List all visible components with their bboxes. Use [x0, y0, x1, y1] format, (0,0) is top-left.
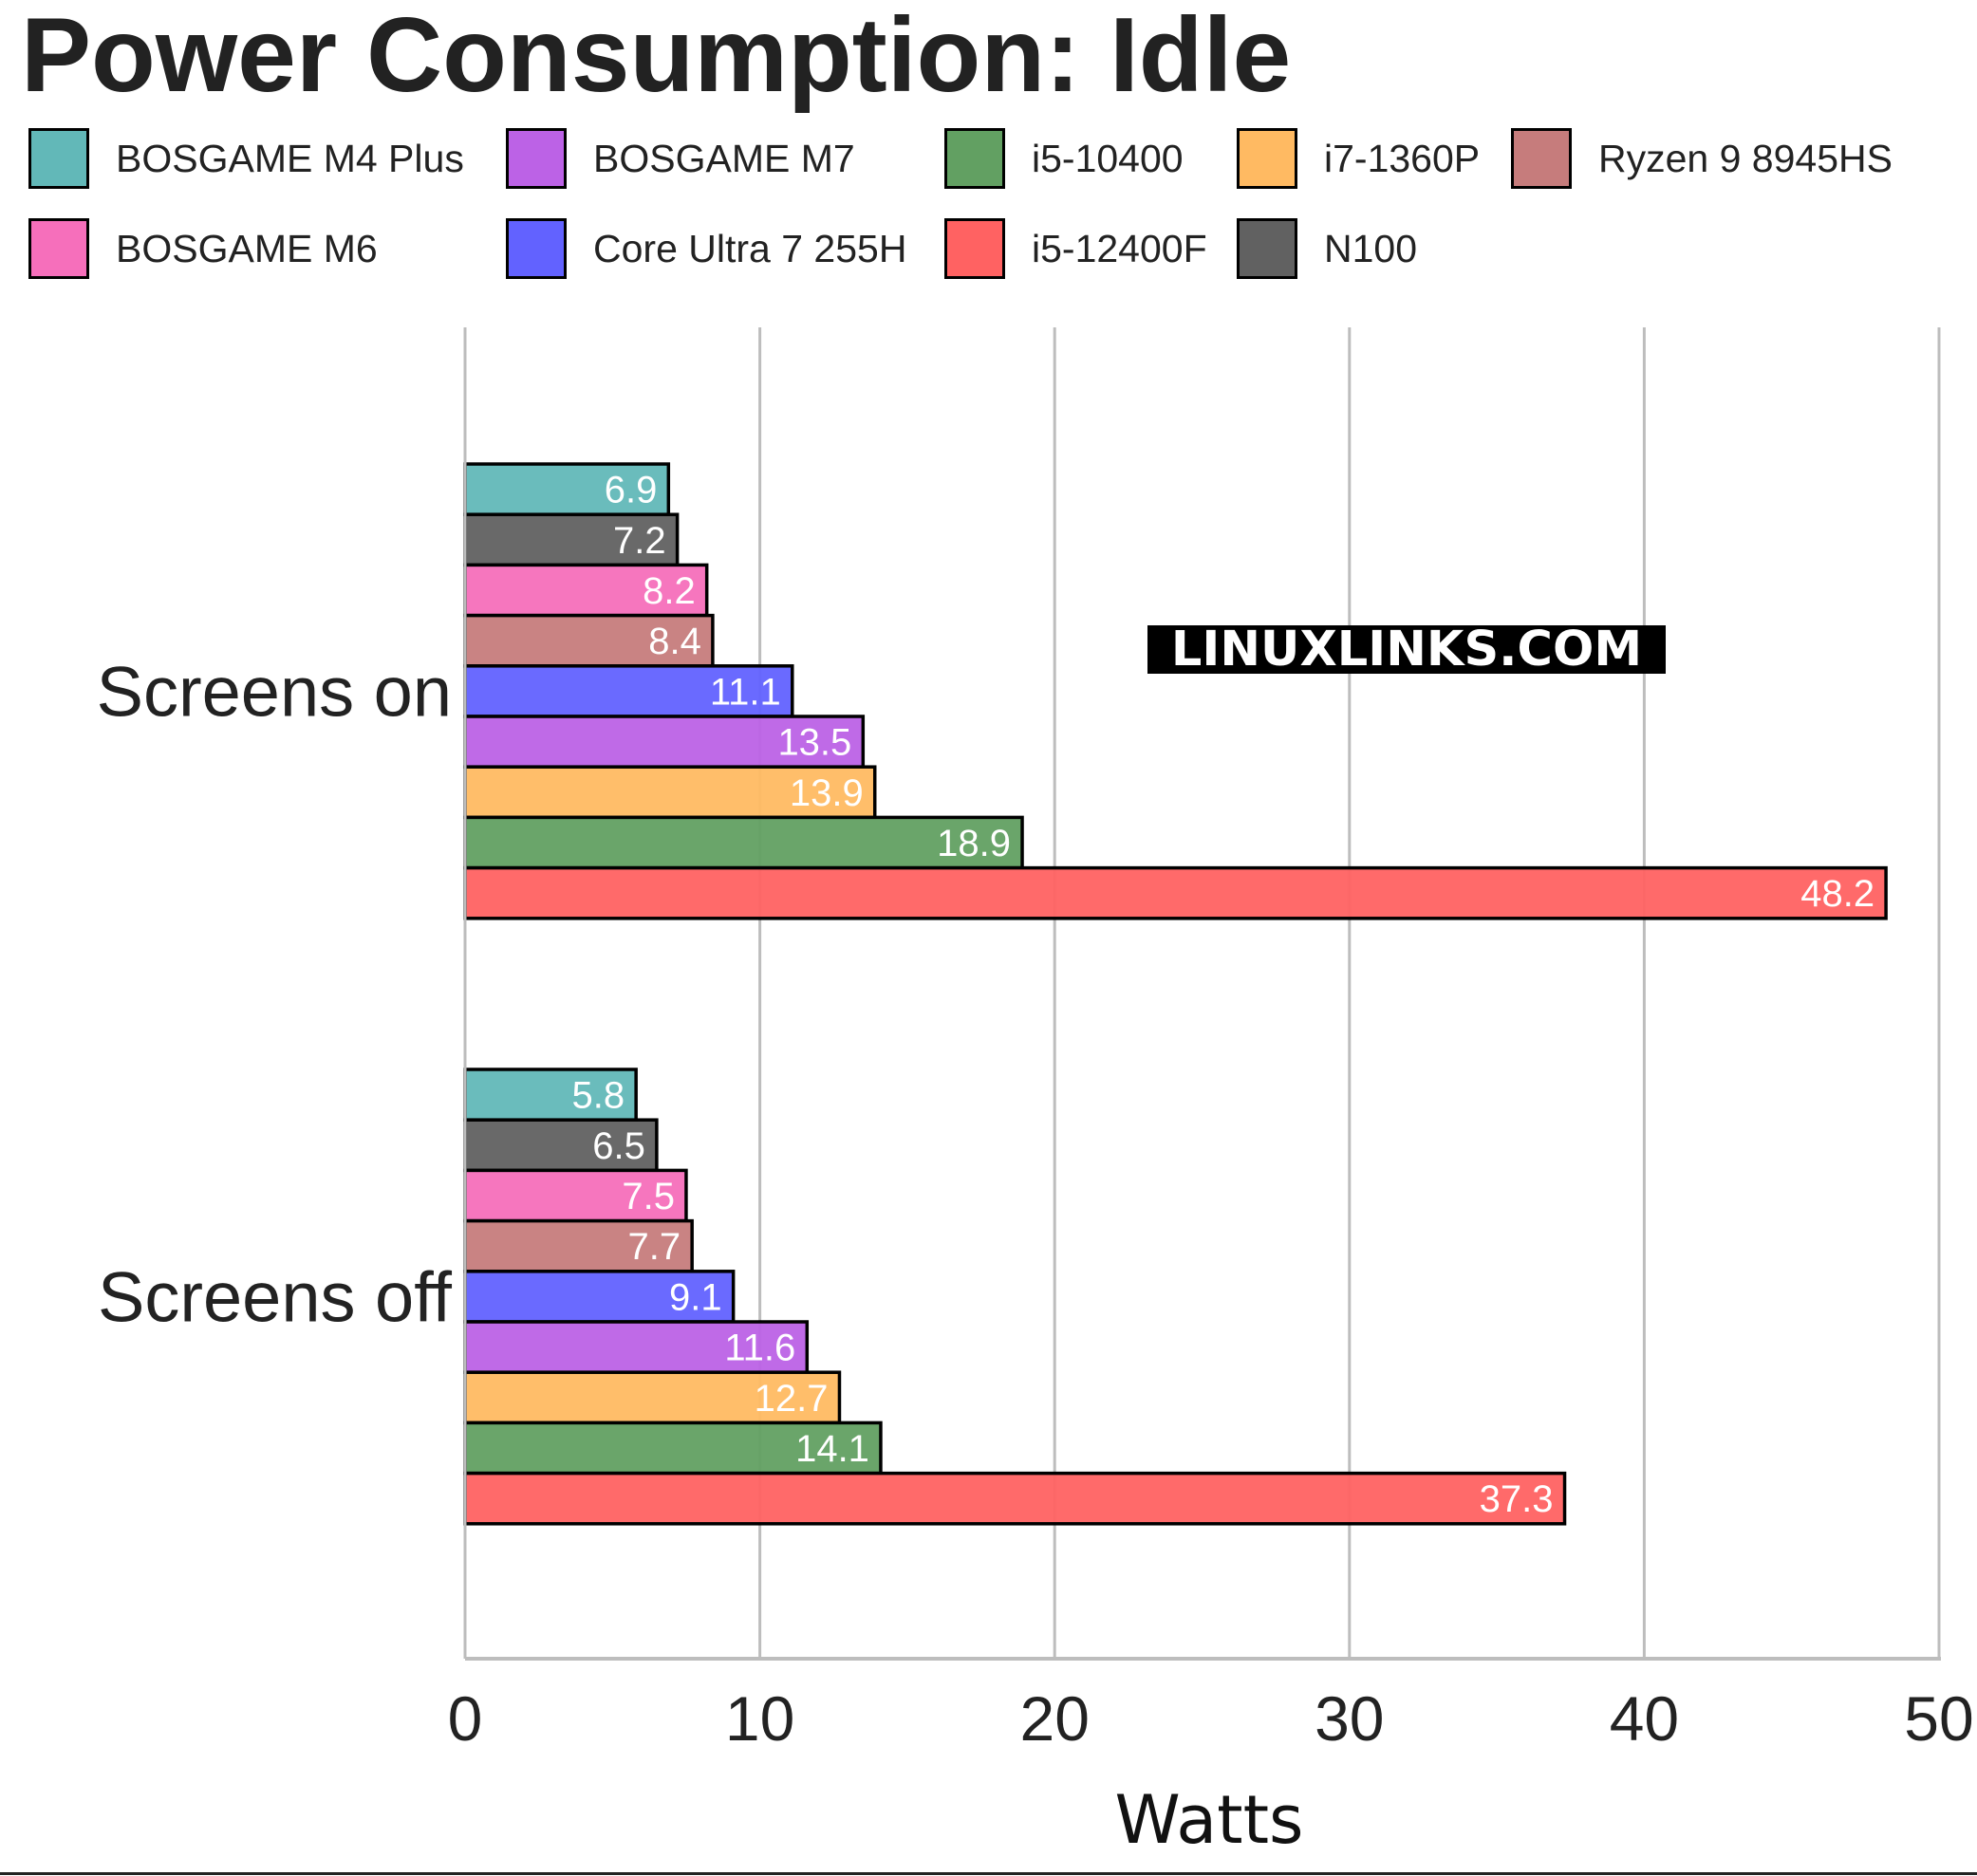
legend-item-n100: N100 — [1237, 217, 1417, 280]
legend-label: i7-1360P — [1324, 136, 1481, 180]
bar-value-label: 11.6 — [724, 1328, 795, 1369]
x-tick-label: 30 — [1315, 1683, 1384, 1754]
legend-item-ryzen-9-8945hs: Ryzen 9 8945HS — [1511, 127, 1893, 190]
bar-screens-on-bosgame-m7 — [463, 715, 866, 769]
bar-value-label: 13.9 — [790, 772, 864, 814]
category-label-screens-off: Screens off — [98, 1257, 452, 1336]
legend-label: N100 — [1324, 226, 1418, 270]
bar-screens-on-i5-12400f — [463, 865, 1888, 920]
x-tick-label: 10 — [725, 1683, 794, 1754]
category-label-screens-on: Screens on — [97, 652, 452, 731]
legend-item-bosgame-m4-plus: BOSGAME M4 Plus — [28, 127, 464, 190]
legend-label: BOSGAME M7 — [593, 136, 855, 180]
legend-label: i5-12400F — [1032, 226, 1207, 270]
legend-swatch — [1237, 128, 1297, 189]
x-tick-label: 20 — [1019, 1683, 1089, 1754]
legend-swatch — [506, 128, 567, 189]
watermark: LINUXLINKS.COM — [1147, 625, 1666, 674]
bar-value-label: 14.1 — [795, 1428, 869, 1470]
legend-swatch — [1511, 128, 1572, 189]
legend-swatch — [28, 218, 89, 279]
legend-label: BOSGAME M6 — [116, 226, 378, 270]
legend-swatch — [28, 128, 89, 189]
legend-item-i7-1360p: i7-1360P — [1237, 127, 1480, 190]
legend-label: i5-10400 — [1032, 136, 1184, 180]
bar-value-label: 8.2 — [643, 570, 696, 612]
x-tick-label: 0 — [448, 1683, 483, 1754]
bar-value-label: 7.2 — [613, 520, 666, 562]
bar-value-label: 48.2 — [1800, 873, 1874, 915]
bar-screens-off-core-ultra-7-255h — [463, 1270, 736, 1324]
legend-swatch — [506, 218, 567, 279]
bar-value-label: 11.1 — [710, 671, 781, 713]
bars: 6.9 7.2 8.2 8.411.1 13.5 13.9 18.9 48.2 5.8 6.5 7.… — [463, 462, 1888, 1526]
bar-screens-off-bosgame-m4-plus — [463, 1068, 638, 1122]
legend-swatch — [944, 128, 1005, 189]
x-tick-label: 50 — [1904, 1683, 1973, 1754]
x-tick-label: 40 — [1610, 1683, 1679, 1754]
legend-swatch — [944, 218, 1005, 279]
bar-value-label: 7.5 — [622, 1176, 675, 1217]
legend-swatch — [1237, 218, 1297, 279]
bar-value-label: 8.4 — [648, 621, 701, 662]
legend: BOSGAME M4 Plus BOSGAME M7 i5-10400 i7-1360… — [0, 0, 1977, 304]
legend-item-bosgame-m7: BOSGAME M7 — [506, 127, 855, 190]
bar-value-label: 7.7 — [628, 1226, 681, 1268]
bar-screens-off-i5-12400f — [463, 1471, 1567, 1526]
chart-title: Power Consumption: Idle — [21, 0, 1292, 114]
legend-item-i5-10400: i5-10400 — [944, 127, 1184, 190]
bar-screens-on-i7-1360p — [463, 765, 877, 820]
bar-screens-on-bosgame-m6 — [463, 563, 709, 618]
bar-value-label: 6.9 — [605, 470, 658, 511]
bar-value-label: 12.7 — [755, 1378, 829, 1420]
legend-item-bosgame-m6: BOSGAME M6 — [28, 217, 378, 280]
bar-value-label: 9.1 — [669, 1276, 722, 1318]
bar-value-label: 18.9 — [937, 823, 1011, 864]
legend-label: BOSGAME M4 Plus — [116, 136, 464, 180]
bar-value-label: 5.8 — [572, 1075, 625, 1117]
bar-value-label: 37.3 — [1480, 1478, 1554, 1520]
legend-label: Core Ultra 7 255H — [593, 226, 907, 270]
bar-screens-off-i7-1360p — [463, 1370, 842, 1425]
x-axis-title: Watts — [1115, 1781, 1304, 1859]
bottom-rule — [0, 1872, 1977, 1875]
bar-value-label: 13.5 — [777, 722, 851, 764]
bar-value-label: 6.5 — [592, 1125, 645, 1167]
legend-item-i5-12400f: i5-12400F — [944, 217, 1207, 280]
legend-label: Ryzen 9 8945HS — [1598, 136, 1893, 180]
legend-item-core-ultra-7-255h: Core Ultra 7 255H — [506, 217, 906, 280]
